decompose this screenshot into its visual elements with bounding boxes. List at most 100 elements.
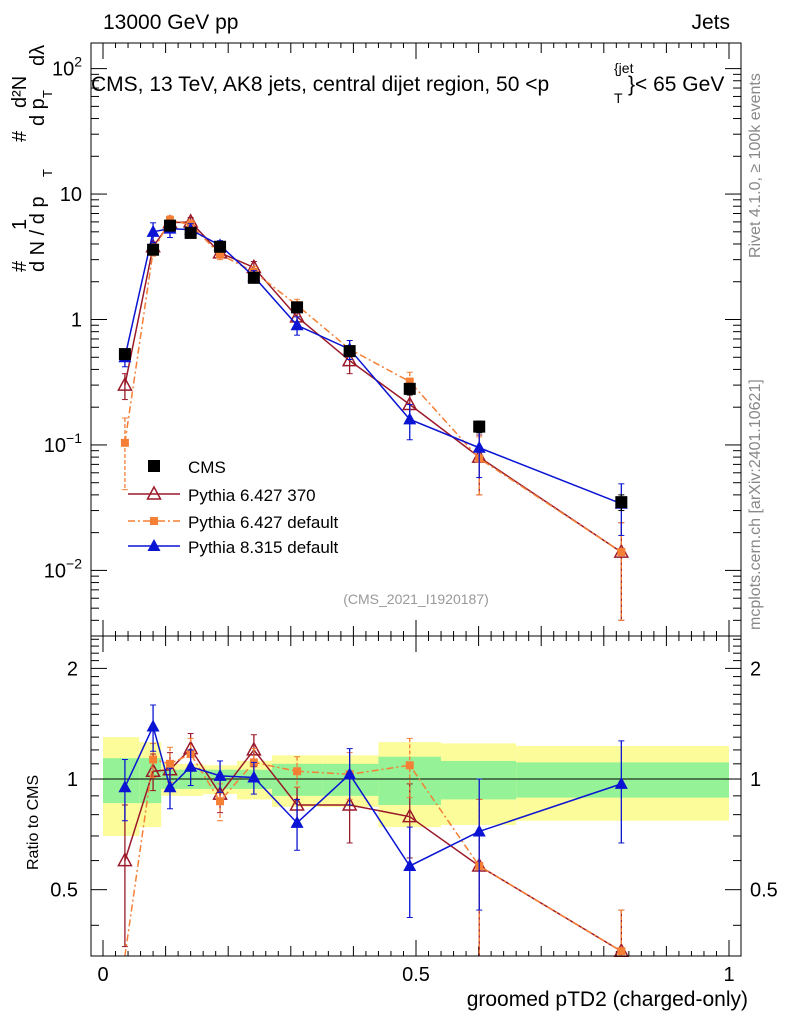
x-tick-labels: 0 0.5 1 <box>97 964 734 986</box>
y-tick-base: 10 <box>44 435 66 457</box>
main-point <box>290 318 304 331</box>
main-point <box>163 219 176 232</box>
main-point <box>343 345 356 358</box>
mcplots-label: mcplots.cern.ch [arXiv:2401.10621] <box>747 379 764 630</box>
x-tick-label: 0.5 <box>402 964 430 986</box>
ratio-point <box>617 947 626 956</box>
legend-marker-cms <box>148 460 160 472</box>
header-right: Jets <box>691 11 730 34</box>
ratio-point <box>341 796 358 811</box>
ratio-point <box>149 755 158 764</box>
ratio-y-tick-label-right: 2 <box>750 658 761 680</box>
main-point <box>146 224 160 237</box>
main-point <box>147 243 160 256</box>
main-point <box>472 440 486 453</box>
main-y-tick-label: 10 <box>60 184 82 206</box>
ratio-y-tick-label-right: 1 <box>750 769 761 791</box>
y-tick-exponent: −2 <box>66 555 82 571</box>
ratio-y-tick-labels: 0.5 0.5 1 1 2 2 <box>50 658 778 901</box>
ratio-y-tick-label-left: 1 <box>67 769 78 791</box>
title-sup: {jet <box>614 60 634 76</box>
ylabel-lambda: dλ <box>27 45 49 66</box>
ratio-point <box>343 767 357 780</box>
main-point <box>403 382 416 395</box>
main-point <box>120 438 129 447</box>
ratio-point <box>216 797 225 806</box>
ratio-point <box>401 808 418 823</box>
legend-label-p6def: Pythia 6.427 default <box>188 513 339 532</box>
ratio-series-3 <box>118 704 628 919</box>
ratio-y-tick-label-right: 0.5 <box>750 880 778 902</box>
main-point <box>247 271 260 284</box>
main-point <box>216 250 225 259</box>
ratio-point <box>293 767 302 776</box>
ratio-point <box>405 761 414 770</box>
main-series-layer <box>117 213 630 621</box>
ratio-y-tick-label-left: 2 <box>67 658 78 680</box>
y-tick-exponent: −1 <box>66 430 82 446</box>
main-point <box>403 412 417 425</box>
ylabel-dn: d N / d p <box>27 196 49 272</box>
legend: CMS Pythia 6.427 370 Pythia 6.427 default P… <box>128 458 339 557</box>
main-y-tick-label: 102 <box>52 54 82 81</box>
ratio-point <box>290 815 304 828</box>
y-tick-base: 1 <box>71 310 82 332</box>
ratio-frame <box>90 635 742 957</box>
y-tick-base: 10 <box>60 184 82 206</box>
legend-marker-p6def <box>150 517 158 525</box>
ratio-point <box>117 851 133 867</box>
ratio-point <box>163 780 177 793</box>
main-point <box>405 377 414 386</box>
ylabel-t1: T <box>40 169 55 177</box>
main-point <box>117 376 133 391</box>
main-point <box>617 548 626 557</box>
y-tick-base: 10 <box>44 560 66 582</box>
main-y-tick-label: 10−1 <box>44 430 82 457</box>
ratio-point <box>184 759 198 772</box>
ratio-point <box>146 719 160 732</box>
y-tick-exponent: 2 <box>74 54 82 70</box>
ylabel-hash-2: # <box>9 130 31 142</box>
ratio-point <box>247 770 261 783</box>
ylabel-one: 1 <box>9 219 31 230</box>
ratio-series-layer <box>117 704 630 957</box>
ratio-axis-ticks <box>91 636 741 956</box>
main-point <box>214 240 227 253</box>
x-tick-label: 0 <box>97 964 108 986</box>
legend-label-p8: Pythia 8.315 default <box>188 538 339 557</box>
ratio-point <box>472 824 486 837</box>
main-series-0 <box>118 219 628 512</box>
y-tick-base: 10 <box>52 59 74 81</box>
title-sub: T <box>614 90 623 106</box>
ylabel-hash-1: # <box>9 260 31 272</box>
rivet-label: Rivet 4.1.0, ≥ 100k events <box>747 73 764 258</box>
ylabel-num: d²N <box>9 76 31 108</box>
cms-band-inner <box>103 758 140 804</box>
main-point <box>184 226 197 239</box>
legend-marker-p6370 <box>146 485 162 500</box>
main-point <box>118 348 131 361</box>
main-point <box>615 496 628 509</box>
main-point <box>341 352 358 367</box>
main-point <box>473 420 486 433</box>
ratio-point <box>213 768 227 781</box>
title-tail: }< 65 GeV <box>628 73 724 96</box>
legend-label-cms: CMS <box>188 458 226 477</box>
main-series-2 <box>120 215 626 621</box>
plot-title: CMS, 13 TeV, AK8 jets, central dijet reg… <box>91 60 724 106</box>
ratio-point <box>614 776 628 789</box>
main-axis-ticks <box>91 43 741 637</box>
x-axis-label: groomed pTD2 (charged-only) <box>467 988 748 1011</box>
ylabel-den: d p <box>27 98 49 126</box>
ylabel-t2: T <box>40 90 55 98</box>
main-y-tick-label: 10−2 <box>44 555 82 582</box>
main-series-1 <box>117 213 630 621</box>
legend-marker-p8 <box>147 539 161 551</box>
ratio-point <box>165 759 174 768</box>
ratio-point <box>403 858 417 871</box>
legend-label-p6370: Pythia 6.427 370 <box>188 486 316 505</box>
main-y-tick-label: 1 <box>71 310 82 332</box>
title-main: CMS, 13 TeV, AK8 jets, central dijet reg… <box>91 73 549 96</box>
